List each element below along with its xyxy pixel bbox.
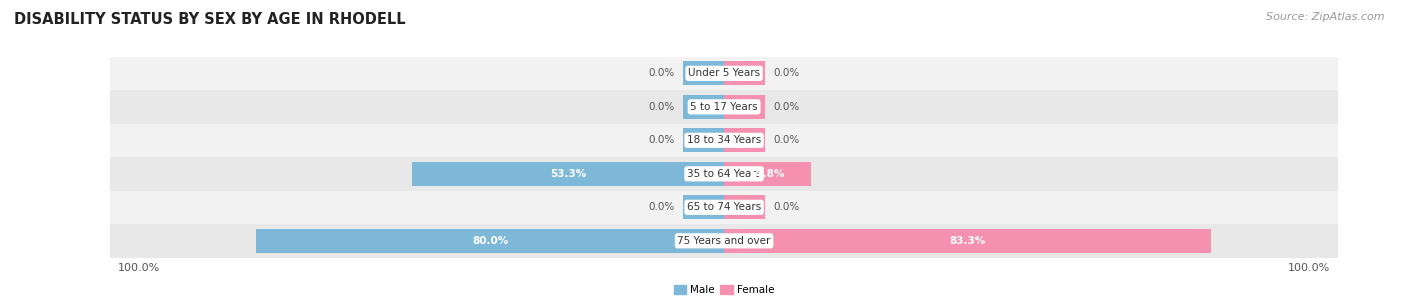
Text: 0.0%: 0.0% [648, 135, 675, 145]
Bar [683, 95, 724, 119]
Bar [110, 224, 1339, 258]
Bar [724, 195, 765, 219]
Bar [256, 229, 724, 253]
Text: 0.0%: 0.0% [773, 68, 800, 78]
Text: 65 to 74 Years: 65 to 74 Years [688, 202, 761, 212]
Text: 0.0%: 0.0% [648, 202, 675, 212]
Bar [110, 90, 1339, 124]
Text: 0.0%: 0.0% [648, 68, 675, 78]
Bar [683, 195, 724, 219]
Bar [110, 191, 1339, 224]
Text: 0.0%: 0.0% [773, 135, 800, 145]
Bar [724, 128, 765, 152]
Text: 0.0%: 0.0% [773, 102, 800, 112]
Text: 80.0%: 80.0% [472, 236, 509, 246]
Text: 0.0%: 0.0% [648, 102, 675, 112]
Bar [110, 124, 1339, 157]
Text: 75 Years and over: 75 Years and over [678, 236, 770, 246]
Text: 53.3%: 53.3% [550, 169, 586, 179]
Legend: Male, Female: Male, Female [669, 281, 779, 299]
Text: 35 to 64 Years: 35 to 64 Years [688, 169, 761, 179]
Bar [110, 157, 1339, 191]
Text: Source: ZipAtlas.com: Source: ZipAtlas.com [1267, 12, 1385, 22]
Text: 18 to 34 Years: 18 to 34 Years [688, 135, 761, 145]
Bar [110, 56, 1339, 90]
Bar [724, 95, 765, 119]
Text: 5 to 17 Years: 5 to 17 Years [690, 102, 758, 112]
Bar [683, 128, 724, 152]
Bar [724, 61, 765, 85]
Text: 83.3%: 83.3% [949, 236, 986, 246]
Bar [724, 162, 811, 186]
Text: DISABILITY STATUS BY SEX BY AGE IN RHODELL: DISABILITY STATUS BY SEX BY AGE IN RHODE… [14, 12, 406, 27]
Text: 14.8%: 14.8% [749, 169, 786, 179]
Text: 0.0%: 0.0% [773, 202, 800, 212]
Bar [412, 162, 724, 186]
Text: Under 5 Years: Under 5 Years [688, 68, 761, 78]
Bar [683, 61, 724, 85]
Bar [724, 229, 1211, 253]
